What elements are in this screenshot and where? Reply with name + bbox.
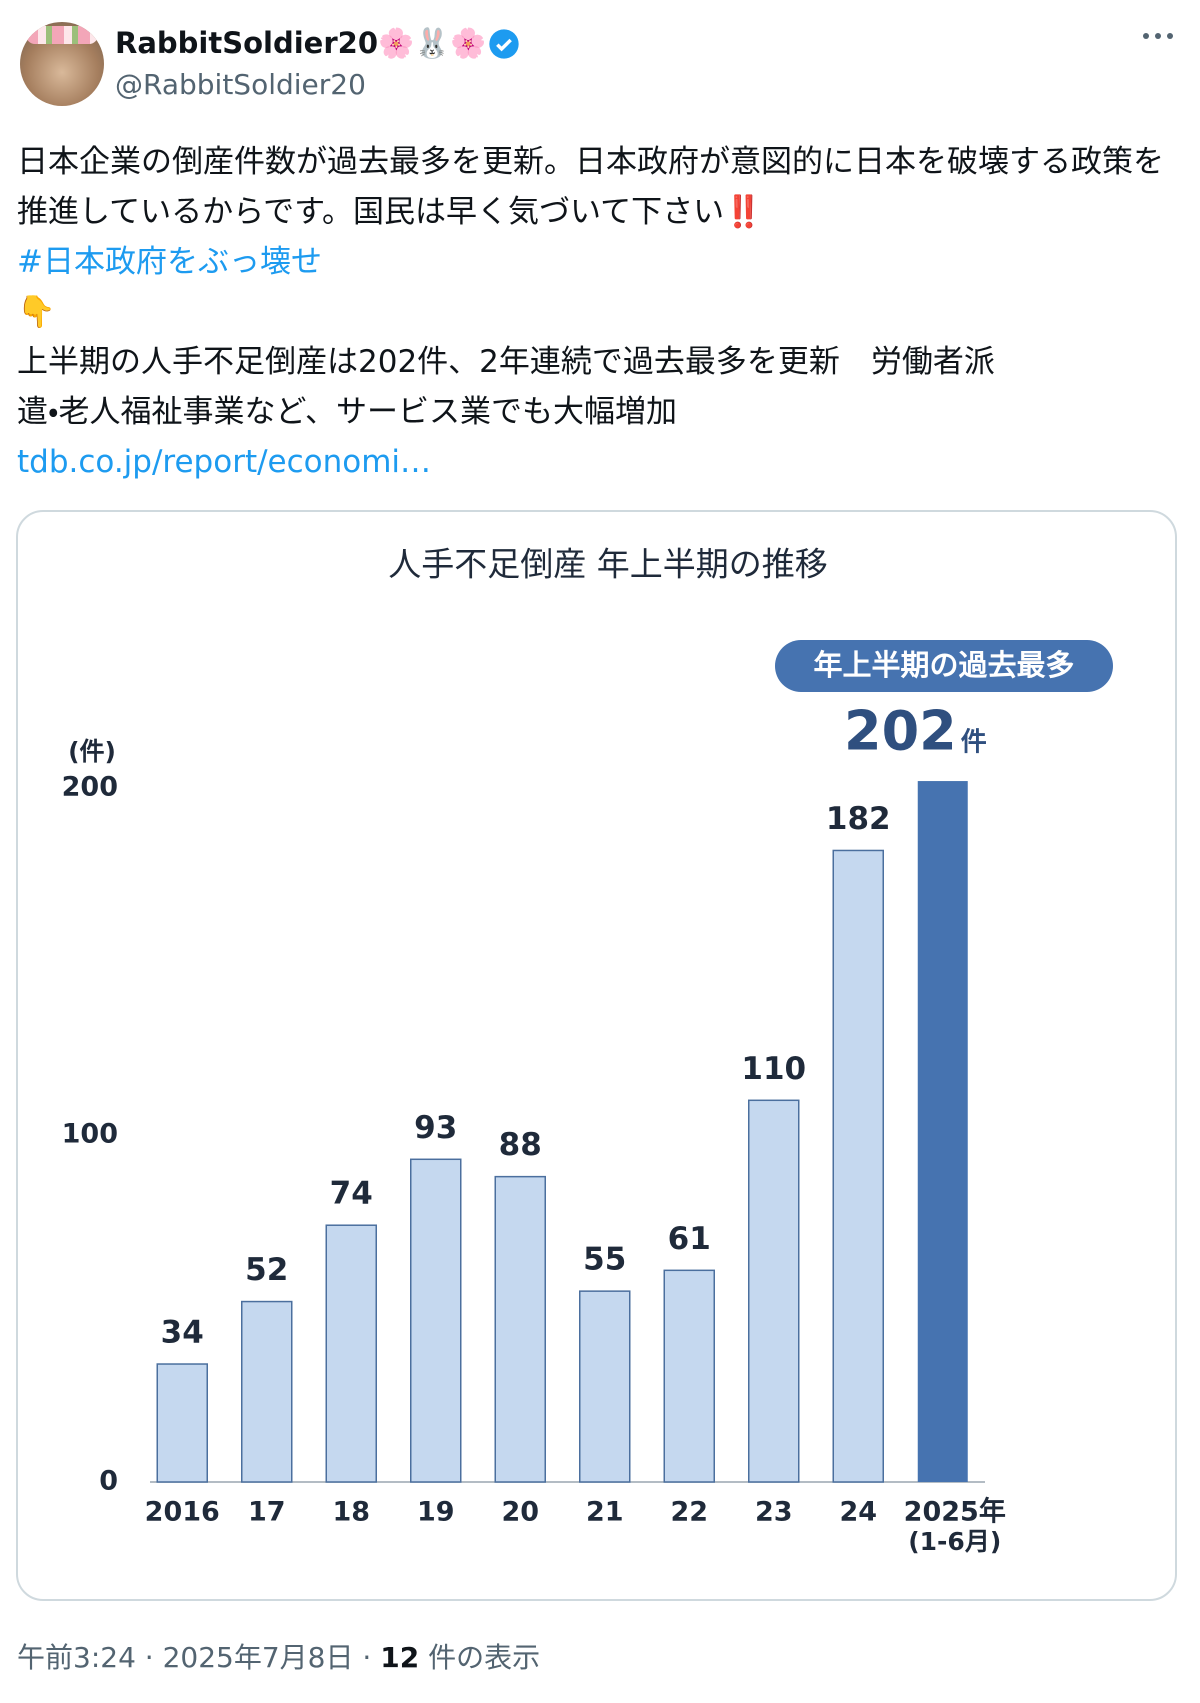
media-card[interactable] <box>16 510 1177 1601</box>
value-label: 52 <box>245 1252 288 1288</box>
chart-title: 人手不足倒産 年上半期の推移 <box>388 545 828 584</box>
x-tick-label: 18 <box>332 1497 370 1528</box>
y-unit: (件) <box>68 737 116 766</box>
x-tick-note: (1-6月) <box>908 1527 1001 1556</box>
y-tick-label: 100 <box>62 1119 118 1150</box>
emoji: 👇 <box>17 294 56 330</box>
display-name[interactable]: RabbitSoldier20🌸🐰🌸 <box>115 26 487 60</box>
x-tick-label: 19 <box>417 1497 455 1528</box>
value-label: 93 <box>414 1110 457 1146</box>
bar <box>494 1175 546 1483</box>
separator: · <box>362 1641 372 1674</box>
bar <box>579 1290 631 1483</box>
tweet-body: 日本企業の倒産件数が過去最多を更新。日本政府が意図的に日本を破壊する政策を推進し… <box>17 137 1182 487</box>
value-label: 202 <box>844 700 957 763</box>
value-label: 61 <box>668 1221 711 1257</box>
x-tick-label: 17 <box>248 1497 286 1528</box>
value-label: 55 <box>583 1242 626 1278</box>
value-label: 182 <box>826 801 891 837</box>
value-unit: 件 <box>961 728 987 758</box>
y-tick-label: 200 <box>62 772 118 803</box>
date[interactable]: 2025年7月8日 <box>162 1641 354 1674</box>
value-label: 34 <box>161 1315 204 1351</box>
handle[interactable]: @RabbitSoldier20 <box>115 68 366 101</box>
link[interactable]: tdb.co.jp/report/economi… <box>17 444 432 480</box>
x-tick-label: 2025年 <box>904 1496 1006 1528</box>
quote: 上半期の人手不足倒産は202件、2年連続で過去最多を更新 労働者派遣・老人福祉事… <box>17 344 995 430</box>
y-tick-label: 0 <box>99 1466 118 1497</box>
time[interactable]: 午前3:24 <box>17 1641 136 1674</box>
tweet-text: 日本企業の倒産件数が過去最多を更新。日本政府が意図的に日本を破壊する政策を推進し… <box>17 144 1164 230</box>
separator: · <box>144 1641 154 1674</box>
badge <box>775 640 1113 692</box>
x-tick-label: 23 <box>755 1497 793 1528</box>
views-label: 件の表示 <box>428 1641 541 1674</box>
value-label: 74 <box>330 1176 373 1212</box>
bar <box>241 1300 293 1483</box>
x-tick-label: 21 <box>586 1497 624 1528</box>
x-tick-label: 2016 <box>145 1497 220 1528</box>
bar <box>917 781 968 1482</box>
value-label: 110 <box>741 1051 806 1087</box>
bar <box>325 1224 377 1483</box>
views-count: 12 <box>380 1641 420 1674</box>
x-tick-label: 20 <box>501 1497 539 1528</box>
more-button[interactable] <box>1140 26 1176 46</box>
avatar[interactable] <box>20 22 104 106</box>
bar <box>663 1269 715 1483</box>
x-tick-label: 24 <box>839 1497 877 1528</box>
value-label: 88 <box>499 1127 542 1163</box>
verified-badge <box>489 29 519 59</box>
bar <box>748 1099 800 1483</box>
footer: 午前3:24 · 2025年7月8日 · 12 件の表示 <box>17 1636 540 1676</box>
hashtag[interactable]: #日本政府をぶっ壊せ <box>17 244 322 280</box>
bar <box>156 1363 208 1483</box>
x-tick-label: 22 <box>670 1497 708 1528</box>
badge-text: 年上半期の過去最多 <box>813 648 1074 682</box>
bar <box>410 1158 462 1483</box>
bar <box>832 849 884 1483</box>
